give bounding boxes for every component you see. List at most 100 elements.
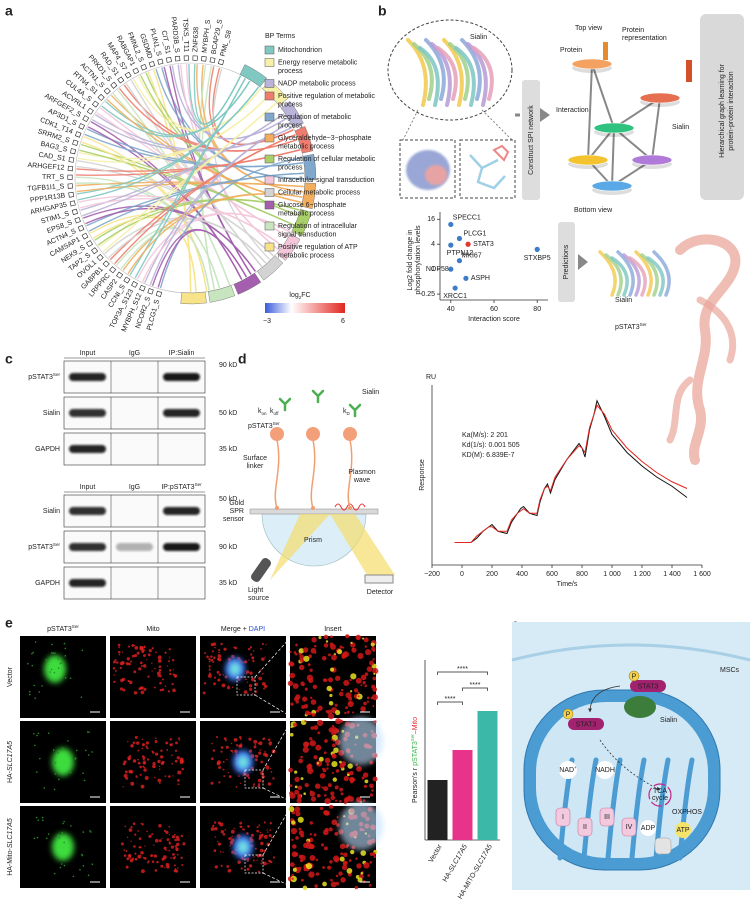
gene-box [102, 260, 110, 268]
mito-speck [113, 660, 116, 664]
overlap [237, 840, 249, 854]
mito-speck [263, 687, 265, 690]
mito-speck [269, 829, 272, 832]
insert-speck [306, 764, 313, 771]
gene-box [117, 76, 125, 84]
step-label: protein-protein interaction [728, 71, 735, 150]
mito-speck [214, 646, 216, 649]
x-tick-label-text: HA-MITO- [457, 869, 479, 901]
rate-label-sub: D [347, 411, 351, 416]
mito-speck [210, 642, 214, 647]
insert-speck [349, 690, 353, 693]
insert-speck [346, 773, 350, 777]
insert-speck [339, 760, 342, 764]
insert-speck [315, 760, 323, 767]
term-sector [291, 209, 312, 237]
insert-speck [313, 833, 317, 837]
stat3 [568, 718, 604, 730]
lane-label: IgG [129, 484, 140, 491]
mito-speck [239, 825, 242, 829]
mito-speck [175, 847, 179, 851]
mito-speck [222, 768, 225, 771]
mito-speck [143, 646, 146, 649]
gene-box [148, 61, 156, 68]
chord [92, 216, 197, 292]
schematic-label: Surface [243, 455, 267, 462]
legend-label: signal transduction [278, 231, 336, 238]
pstat3-label-text: pSTAT3 [248, 423, 273, 430]
mito-speck [142, 765, 145, 768]
schematic-label: wave [353, 477, 370, 484]
gene-box [91, 247, 99, 255]
insert-speck [289, 732, 294, 737]
mito-speck [230, 841, 234, 845]
mito-speck [238, 775, 240, 777]
mito-speck [211, 742, 213, 745]
mito-speck [140, 664, 143, 667]
gene-box [140, 64, 148, 71]
insert-speck [326, 763, 330, 767]
insert-speck [339, 763, 345, 769]
anchor [311, 506, 315, 510]
mito-speck [262, 781, 264, 783]
crista [677, 757, 695, 861]
micrograph-content [33, 816, 94, 878]
insert-speck [291, 820, 296, 825]
insert-speck [340, 852, 344, 856]
chord [141, 212, 291, 282]
column-label-text: pSTAT3 [47, 626, 72, 633]
mito-speck [240, 867, 243, 870]
mito-speck [251, 833, 255, 837]
point-label: STXBP5 [524, 255, 551, 262]
complex-label: I [562, 814, 564, 821]
mito-speck [233, 738, 238, 742]
mito-speck [233, 827, 235, 829]
mito-speck [140, 869, 145, 874]
insert-box [236, 676, 256, 696]
mito-speck [162, 678, 164, 681]
insert-speck [327, 653, 331, 657]
insert-speck [308, 654, 312, 659]
insert-speck [360, 850, 367, 856]
insert-speck [360, 684, 363, 687]
legend-label: Cellular metabolic process [278, 189, 361, 196]
column-label: Mito [146, 626, 159, 633]
mito-speck [156, 861, 159, 864]
point [534, 246, 540, 252]
speck [51, 643, 53, 646]
insert-speck [330, 795, 336, 801]
insert-speck [323, 634, 329, 640]
crista [629, 757, 647, 861]
insert-speck [363, 862, 370, 869]
gene-box [183, 55, 189, 61]
gene-box [67, 183, 73, 189]
anchor [348, 506, 352, 510]
protein-label: Sialin [660, 717, 677, 724]
insert-speck [369, 660, 375, 666]
term-sector [180, 291, 207, 305]
mito-speck [265, 644, 267, 646]
lane-label-text: IP:pSTAT3 [161, 484, 194, 491]
y-axis-label: Log2 fold change in [407, 229, 414, 290]
mito-speck [155, 651, 157, 654]
legend-label: metabolic process [278, 210, 335, 217]
mito-speck [245, 678, 247, 680]
insert-speck [331, 725, 335, 728]
helix [418, 46, 440, 107]
mito-speck [239, 782, 242, 785]
point [448, 221, 454, 228]
legend-swatch [264, 79, 275, 88]
atp-synthase [654, 837, 672, 855]
insert-speck [304, 687, 308, 691]
insert-speck [350, 849, 355, 855]
insert-speck [318, 756, 324, 762]
insert-speck [347, 763, 353, 769]
row-label-sup: Ser [53, 542, 61, 547]
mito-speck [139, 773, 142, 776]
mito-speck [242, 828, 246, 831]
mito-speck [136, 651, 140, 655]
speck [31, 652, 33, 655]
insert-speck [343, 775, 349, 782]
pathway-label: cycle [652, 795, 668, 802]
mito-speck [142, 664, 147, 668]
